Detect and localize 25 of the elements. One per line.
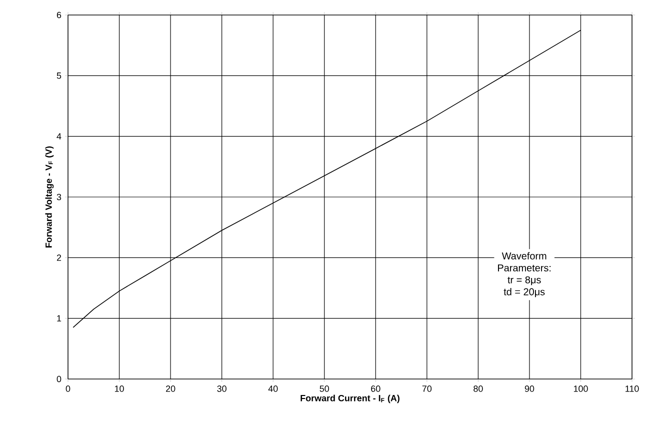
annotation: td = 20μs — [504, 288, 545, 298]
text: Forward Voltage - V$_{F}$ (V) — [45, 146, 54, 248]
annotation: Waveform — [502, 252, 546, 260]
y-tick-label: 5 — [56, 72, 62, 79]
x-tick-label: 80 — [474, 386, 483, 392]
x-tick-label: 100 — [574, 386, 588, 392]
annotation: Parameters: — [498, 264, 551, 272]
x-tick-label: 90 — [524, 386, 534, 392]
x-tick-label: 30 — [217, 386, 226, 392]
y-tick-label: 4 — [56, 133, 62, 140]
x-tick-label: 10 — [114, 386, 124, 392]
y-tick-label: 3 — [56, 194, 62, 200]
x-tick-label: 60 — [371, 386, 380, 392]
y-tick-label: 0 — [56, 376, 62, 382]
y-tick-label: 6 — [56, 12, 62, 18]
x-tick-label: 110 — [626, 386, 639, 392]
x-tick-label: 50 — [320, 386, 330, 392]
text: Forward Current - I$_{F}$ (A) — [300, 394, 400, 404]
x-tick-label: 20 — [166, 386, 176, 392]
y-tick-label: 1 — [57, 315, 62, 322]
y-tick-label: 2 — [56, 254, 62, 261]
annotation: tr = 8μs — [508, 276, 541, 286]
x-tick-label: 0 — [66, 386, 70, 392]
x-tick-label: 40 — [268, 386, 278, 392]
x-tick-label: 70 — [422, 386, 432, 392]
